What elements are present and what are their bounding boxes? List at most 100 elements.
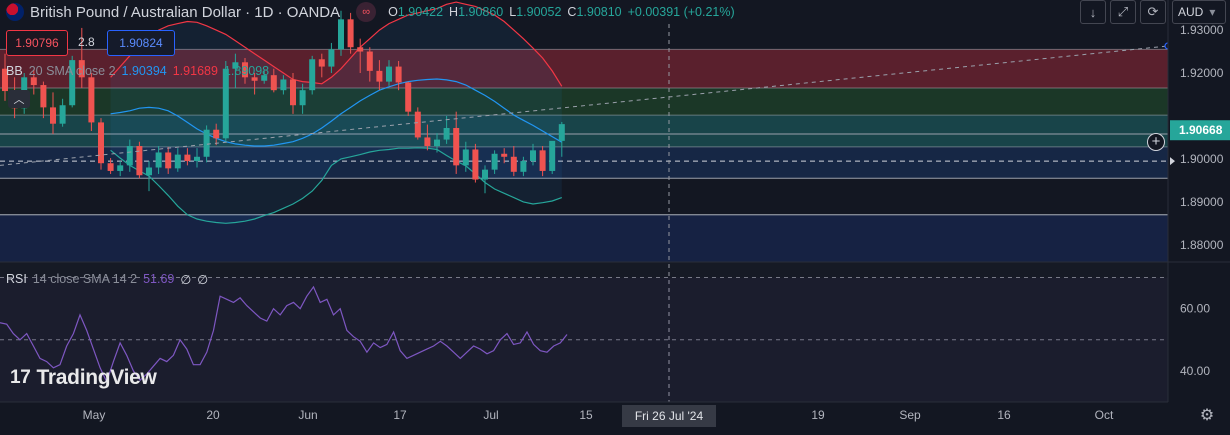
time-tick-label: 20 [206, 408, 220, 422]
rsi-band-value: ∅ [197, 273, 209, 287]
trend-line [0, 45, 1169, 166]
candle-body [222, 68, 229, 139]
candle-body [501, 153, 508, 157]
close-value: 1.90810 [576, 5, 622, 19]
candle-body [510, 156, 517, 172]
candle-body [2, 68, 8, 92]
ohlc-values: O1.90422 H1.90860 L1.90052 C1.90810 +0.0… [388, 5, 735, 19]
candle-body [78, 60, 85, 78]
rsi-ma-value: ∅ [180, 273, 192, 287]
time-tick-label: 15 [579, 408, 593, 422]
candle-body [453, 127, 460, 166]
candle-body [395, 66, 402, 83]
low-label: L [509, 5, 517, 19]
zone-1 [0, 88, 1168, 116]
candle-body [386, 66, 392, 82]
candle-body [366, 51, 373, 71]
level-marker-icon [1170, 157, 1175, 166]
market-status-icon[interactable]: ∞ [356, 2, 377, 22]
candle-body [328, 49, 335, 67]
time-axis-bg [0, 402, 1230, 435]
price-tick-label: 1.89000 [1180, 195, 1224, 209]
candle-body [155, 152, 162, 168]
bb-fill [110, 2, 562, 224]
current-price-tag [1170, 120, 1230, 141]
candle-body [530, 150, 536, 162]
candles-group [2, 10, 565, 194]
candle-body [405, 82, 412, 112]
bb-lower-line [110, 147, 563, 224]
bb-legend[interactable]: BB 20 SMA close 2 1.90394 1.91689 1.8909… [6, 64, 269, 78]
price-axis-bg [1168, 0, 1230, 402]
candle-body [251, 77, 258, 81]
current-price-label: 1.90668 [1179, 123, 1223, 137]
candle-body [126, 146, 133, 166]
candle-body [318, 59, 325, 67]
candle-body [299, 90, 306, 106]
rsi-line [0, 285, 568, 384]
candle-body [117, 165, 124, 171]
rsi-tick-label: 40.00 [1180, 364, 1210, 378]
candle-body [136, 146, 143, 176]
buy-price-button[interactable]: 1.90824 [107, 30, 175, 56]
symbol-title[interactable]: British Pound / Australian Dollar · 1D ·… [30, 3, 341, 21]
candle-body [165, 152, 172, 169]
zone-2 [0, 115, 1168, 147]
chevron-down-icon: ▾ [1209, 5, 1216, 19]
sell-price-button[interactable]: 1.90796 [6, 30, 68, 56]
price-tick-label: 1.90000 [1180, 152, 1224, 166]
arrow-down-button[interactable]: ↓ [1080, 0, 1106, 24]
collapse-legend-button[interactable]: ︿ [8, 90, 30, 108]
candle-body [232, 62, 239, 69]
candle-body [69, 60, 76, 106]
spread-value: 2.8 [78, 35, 95, 49]
low-value: 1.90052 [516, 5, 562, 19]
watermark-text: TradingView [36, 366, 157, 389]
expand-button[interactable]: ⤢ [1110, 0, 1136, 24]
tradingview-watermark: 17 TradingView [10, 366, 157, 390]
time-tick-label: Jun [298, 408, 317, 422]
candle-body [558, 124, 565, 141]
bb-params: 20 SMA close 2 [28, 64, 116, 78]
time-tick-label: May [83, 408, 106, 422]
rsi-pane-bg [0, 262, 1168, 402]
open-value: 1.90422 [397, 5, 444, 19]
add-alert-icon[interactable]: + [1147, 133, 1165, 151]
close-label: C [567, 5, 577, 19]
price-tick-label: 1.93000 [1180, 23, 1224, 37]
candle-body [98, 122, 104, 164]
candle-body [88, 77, 95, 123]
gear-icon[interactable]: ⚙ [1199, 407, 1215, 424]
candle-body [59, 105, 66, 124]
time-tick-label: 17 [393, 408, 407, 422]
candle-body [338, 19, 344, 50]
high-label: H [449, 5, 459, 19]
candle-body [539, 150, 546, 171]
tradingview-logo-icon: 17 [10, 367, 31, 388]
price-tick-label: 1.92000 [1180, 66, 1224, 80]
candle-body [270, 75, 277, 91]
bb-upper-line [110, 1, 563, 87]
candle-body [472, 149, 479, 180]
candle-body [443, 127, 450, 140]
candle-body [347, 19, 354, 48]
rsi-legend[interactable]: RSI 14 close SMA 14 2 51.69 ∅ ∅ [6, 272, 208, 287]
candle-body [280, 79, 287, 91]
candle-body [107, 163, 114, 171]
currency-select[interactable]: AUD ▾ [1172, 0, 1226, 24]
rsi-value: 51.69 [143, 272, 175, 286]
high-value: 1.90860 [458, 5, 504, 19]
candle-body [242, 62, 248, 78]
rsi-band [0, 277, 1168, 402]
time-tick-label: Oct [1095, 408, 1114, 422]
candle-body [491, 153, 498, 170]
rsi-name: RSI [6, 272, 27, 286]
refresh-button[interactable]: ⟳ [1140, 0, 1166, 24]
rsi-params: 14 close SMA 14 2 [32, 272, 138, 286]
candle-body [261, 75, 268, 81]
currency-label: AUD [1178, 5, 1204, 19]
change-value: +0.00391 (+0.21%) [627, 5, 735, 19]
candle-body [376, 70, 383, 82]
rsi-tick-label: 60.00 [1180, 302, 1210, 316]
